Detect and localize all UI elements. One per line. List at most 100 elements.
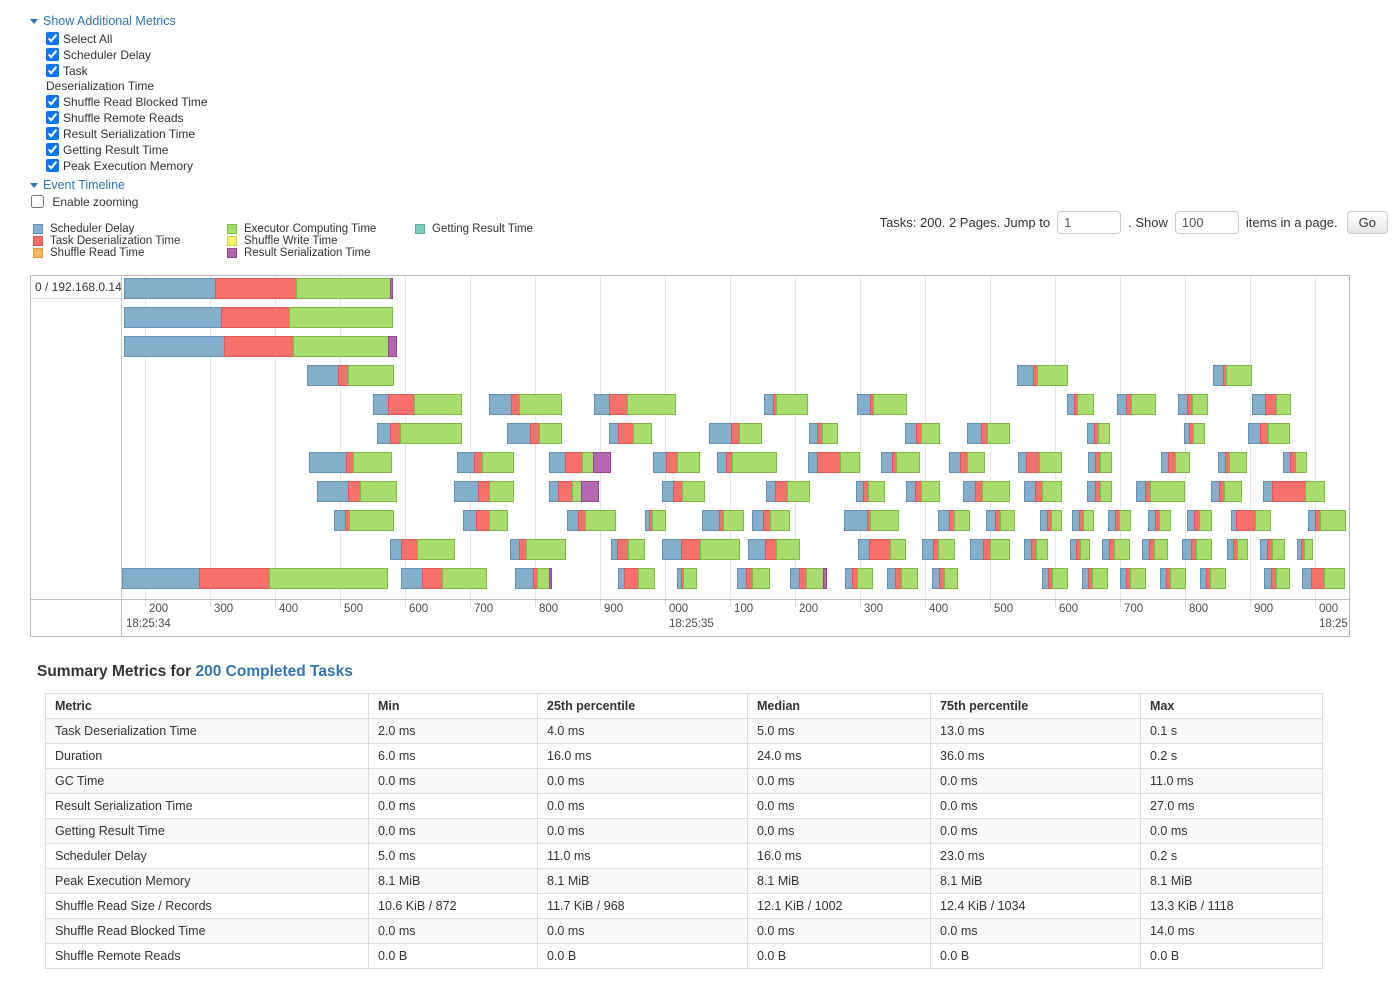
task-bar[interactable] xyxy=(618,568,655,589)
task-bar[interactable] xyxy=(662,481,705,502)
metric-checkbox[interactable] xyxy=(46,48,59,61)
task-bar[interactable] xyxy=(809,423,838,444)
task-bar[interactable] xyxy=(857,394,907,415)
task-bar[interactable] xyxy=(1211,481,1242,502)
task-bar[interactable] xyxy=(881,452,920,473)
task-bar[interactable] xyxy=(307,365,394,386)
task-bar[interactable] xyxy=(334,510,394,531)
task-bar[interactable] xyxy=(653,452,700,473)
task-bar[interactable] xyxy=(1302,568,1345,589)
task-bar[interactable] xyxy=(1117,394,1156,415)
enable-zooming-checkbox[interactable] xyxy=(31,195,44,208)
task-bar[interactable] xyxy=(454,481,514,502)
task-bar[interactable] xyxy=(124,336,397,357)
task-bar[interactable] xyxy=(790,568,827,589)
task-bar[interactable] xyxy=(748,539,800,560)
task-bar[interactable] xyxy=(986,510,1015,531)
task-bar[interactable] xyxy=(1088,452,1112,473)
task-bar[interactable] xyxy=(549,452,611,473)
task-bar[interactable] xyxy=(662,539,740,560)
task-bar[interactable] xyxy=(1200,568,1226,589)
task-bar[interactable] xyxy=(938,510,970,531)
task-bar[interactable] xyxy=(401,568,487,589)
task-bar[interactable] xyxy=(1308,510,1346,531)
task-bar[interactable] xyxy=(1187,510,1212,531)
task-bar[interactable] xyxy=(1182,539,1212,560)
metric-checkbox[interactable] xyxy=(46,111,59,124)
task-bar[interactable] xyxy=(124,278,393,299)
task-bar[interactable] xyxy=(1218,452,1247,473)
task-bar[interactable] xyxy=(1108,510,1131,531)
metric-checkbox[interactable] xyxy=(46,64,59,77)
task-bar[interactable] xyxy=(1178,394,1208,415)
task-bar[interactable] xyxy=(1260,539,1285,560)
task-bar[interactable] xyxy=(1070,539,1090,560)
metric-checkbox[interactable] xyxy=(46,32,59,45)
task-bar[interactable] xyxy=(377,423,462,444)
task-bar[interactable] xyxy=(510,539,566,560)
task-bar[interactable] xyxy=(905,423,940,444)
task-bar[interactable] xyxy=(1148,510,1171,531)
task-bar[interactable] xyxy=(970,539,1010,560)
task-bar[interactable] xyxy=(611,539,645,560)
task-bar[interactable] xyxy=(1263,481,1325,502)
task-bar[interactable] xyxy=(967,423,1010,444)
task-bar[interactable] xyxy=(309,452,392,473)
task-bar[interactable] xyxy=(702,510,744,531)
task-bar[interactable] xyxy=(1184,423,1205,444)
show-additional-metrics-toggle[interactable]: Show Additional Metrics xyxy=(30,14,1392,28)
task-bar[interactable] xyxy=(1248,423,1290,444)
task-bar[interactable] xyxy=(677,568,697,589)
task-bar[interactable] xyxy=(489,394,562,415)
task-bar[interactable] xyxy=(645,510,666,531)
task-bar[interactable] xyxy=(1067,394,1094,415)
task-bar[interactable] xyxy=(752,510,790,531)
task-bar[interactable] xyxy=(1283,452,1307,473)
task-bar[interactable] xyxy=(1231,510,1271,531)
task-bar[interactable] xyxy=(1264,568,1290,589)
task-bar[interactable] xyxy=(1227,539,1248,560)
task-bar[interactable] xyxy=(1072,510,1094,531)
task-bar[interactable] xyxy=(1160,568,1186,589)
task-bar[interactable] xyxy=(122,568,388,589)
task-bar[interactable] xyxy=(963,481,1010,502)
metric-checkbox[interactable] xyxy=(46,143,59,156)
task-bar[interactable] xyxy=(1161,452,1190,473)
task-bar[interactable] xyxy=(567,510,616,531)
items-per-page-input[interactable] xyxy=(1174,211,1239,234)
task-bar[interactable] xyxy=(845,568,873,589)
task-bar[interactable] xyxy=(1252,394,1291,415)
event-timeline-toggle[interactable]: Event Timeline xyxy=(30,178,1392,192)
jump-to-page-input[interactable] xyxy=(1057,211,1122,234)
task-bar[interactable] xyxy=(1040,510,1062,531)
go-button[interactable]: Go xyxy=(1346,211,1388,234)
task-bar[interactable] xyxy=(1102,539,1130,560)
task-bar[interactable] xyxy=(1024,481,1062,502)
task-bar[interactable] xyxy=(594,394,676,415)
task-bar[interactable] xyxy=(317,481,397,502)
task-bar[interactable] xyxy=(457,452,514,473)
task-bar[interactable] xyxy=(764,394,808,415)
task-bar[interactable] xyxy=(717,452,777,473)
task-bar[interactable] xyxy=(906,481,940,502)
task-bar[interactable] xyxy=(932,568,958,589)
task-bar[interactable] xyxy=(549,481,599,502)
task-bar[interactable] xyxy=(1136,481,1185,502)
task-bar[interactable] xyxy=(922,539,955,560)
task-bar[interactable] xyxy=(1213,365,1252,386)
task-bar[interactable] xyxy=(887,568,918,589)
task-bar[interactable] xyxy=(390,539,455,560)
task-bar[interactable] xyxy=(124,307,393,328)
task-bar[interactable] xyxy=(1024,539,1048,560)
metric-checkbox[interactable] xyxy=(46,95,59,108)
task-bar[interactable] xyxy=(737,568,770,589)
task-bar[interactable] xyxy=(463,510,508,531)
task-bar[interactable] xyxy=(373,394,462,415)
task-bar[interactable] xyxy=(1120,568,1146,589)
task-bar[interactable] xyxy=(709,423,762,444)
task-bar[interactable] xyxy=(1087,423,1110,444)
task-bar[interactable] xyxy=(1082,568,1108,589)
task-bar[interactable] xyxy=(515,568,552,589)
task-bar[interactable] xyxy=(949,452,985,473)
task-bar[interactable] xyxy=(1142,539,1168,560)
